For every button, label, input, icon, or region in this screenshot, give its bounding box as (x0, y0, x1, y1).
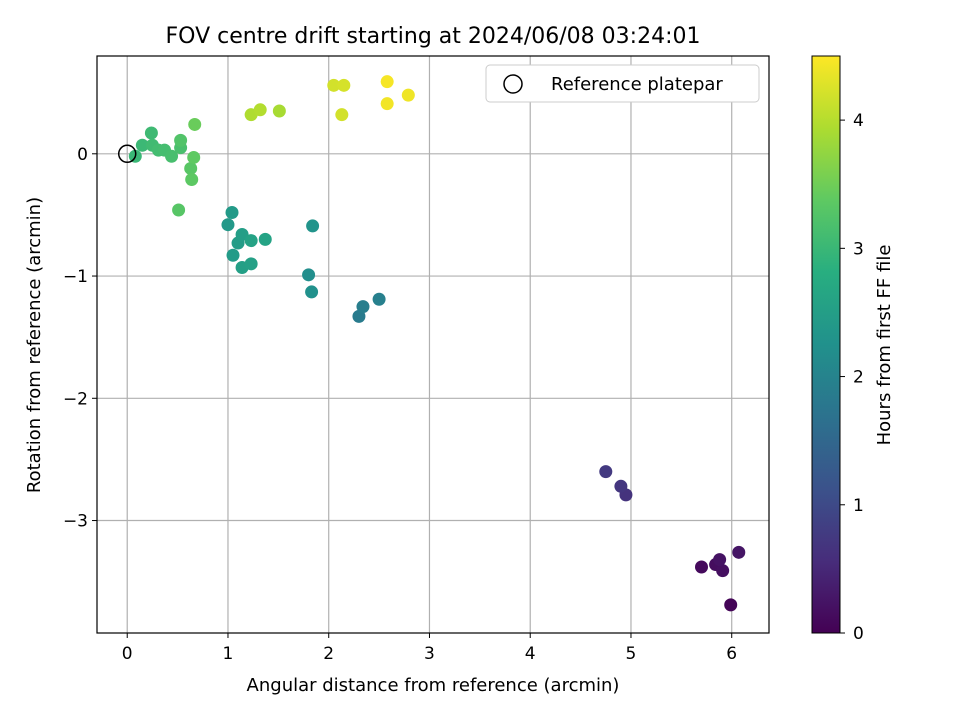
colorbar-label: Hours from first FF file (874, 245, 895, 446)
x-tick-label: 5 (626, 644, 637, 664)
colorbar-tick-label: 4 (853, 111, 864, 131)
data-point (716, 564, 730, 578)
data-point (187, 150, 201, 164)
data-point (599, 465, 613, 479)
y-tick-label: −2 (63, 389, 88, 409)
legend-entry-reference: Reference platepar (551, 74, 723, 95)
data-point (372, 292, 386, 306)
x-tick-label: 1 (223, 644, 234, 664)
grid-lines (97, 56, 769, 633)
data-point (306, 219, 320, 233)
x-tick-label: 6 (726, 644, 737, 664)
x-axis-label: Angular distance from reference (arcmin) (247, 675, 620, 696)
data-point (713, 553, 727, 567)
data-point (302, 268, 316, 282)
data-point (380, 75, 394, 89)
data-point (694, 560, 708, 574)
data-point (184, 161, 198, 175)
data-point (225, 205, 239, 219)
data-point (135, 138, 149, 152)
legend: Reference platepar (485, 64, 760, 103)
data-point (244, 257, 258, 271)
data-point (172, 203, 186, 217)
data-point (401, 88, 415, 102)
scatter-points (128, 75, 746, 612)
data-point (188, 117, 202, 131)
chart-title: FOV centre drift starting at 2024/06/08 … (166, 24, 701, 49)
data-point (144, 126, 158, 140)
reference-platepar-marker (117, 144, 137, 164)
data-point (327, 78, 341, 92)
data-point (258, 232, 272, 246)
y-tick-label: 0 (77, 145, 88, 165)
colorbar-tick-label: 0 (853, 624, 864, 644)
data-point (221, 218, 235, 232)
legend-box (485, 64, 760, 103)
data-point (174, 133, 188, 147)
y-axis-ticks: 0 −1 −2 −3 (63, 145, 97, 532)
data-point (253, 103, 267, 117)
data-point (356, 300, 370, 314)
data-point (244, 234, 258, 248)
colorbar-tick-label: 2 (853, 368, 864, 388)
colorbar-gradient (811, 55, 841, 634)
data-point (226, 248, 240, 262)
data-point (352, 309, 366, 323)
data-point (165, 149, 179, 163)
colorbar-tick-label: 1 (853, 496, 864, 516)
plot-frame (96, 55, 770, 634)
data-point (335, 108, 349, 122)
data-point (380, 97, 394, 111)
x-tick-label: 4 (525, 644, 536, 664)
data-point (272, 104, 286, 118)
colorbar-ticks: 0 1 2 3 4 (840, 111, 864, 644)
data-point (724, 598, 738, 612)
data-point (305, 285, 319, 299)
y-axis-label: Rotation from reference (arcmin) (24, 197, 45, 493)
y-tick-label: −3 (63, 512, 88, 532)
x-tick-label: 2 (323, 644, 334, 664)
data-point (614, 479, 628, 493)
colorbar: 0 1 2 3 4 Hours from first FF file (811, 55, 895, 644)
colorbar-tick-label: 3 (853, 239, 864, 259)
x-axis-ticks: 0 1 2 3 4 5 6 (122, 633, 737, 664)
data-point (732, 545, 746, 559)
x-tick-label: 3 (424, 644, 435, 664)
x-tick-label: 0 (122, 644, 133, 664)
data-point (185, 172, 199, 186)
legend-marker-icon (503, 74, 523, 94)
data-point (337, 78, 351, 92)
y-tick-label: −1 (63, 267, 88, 287)
